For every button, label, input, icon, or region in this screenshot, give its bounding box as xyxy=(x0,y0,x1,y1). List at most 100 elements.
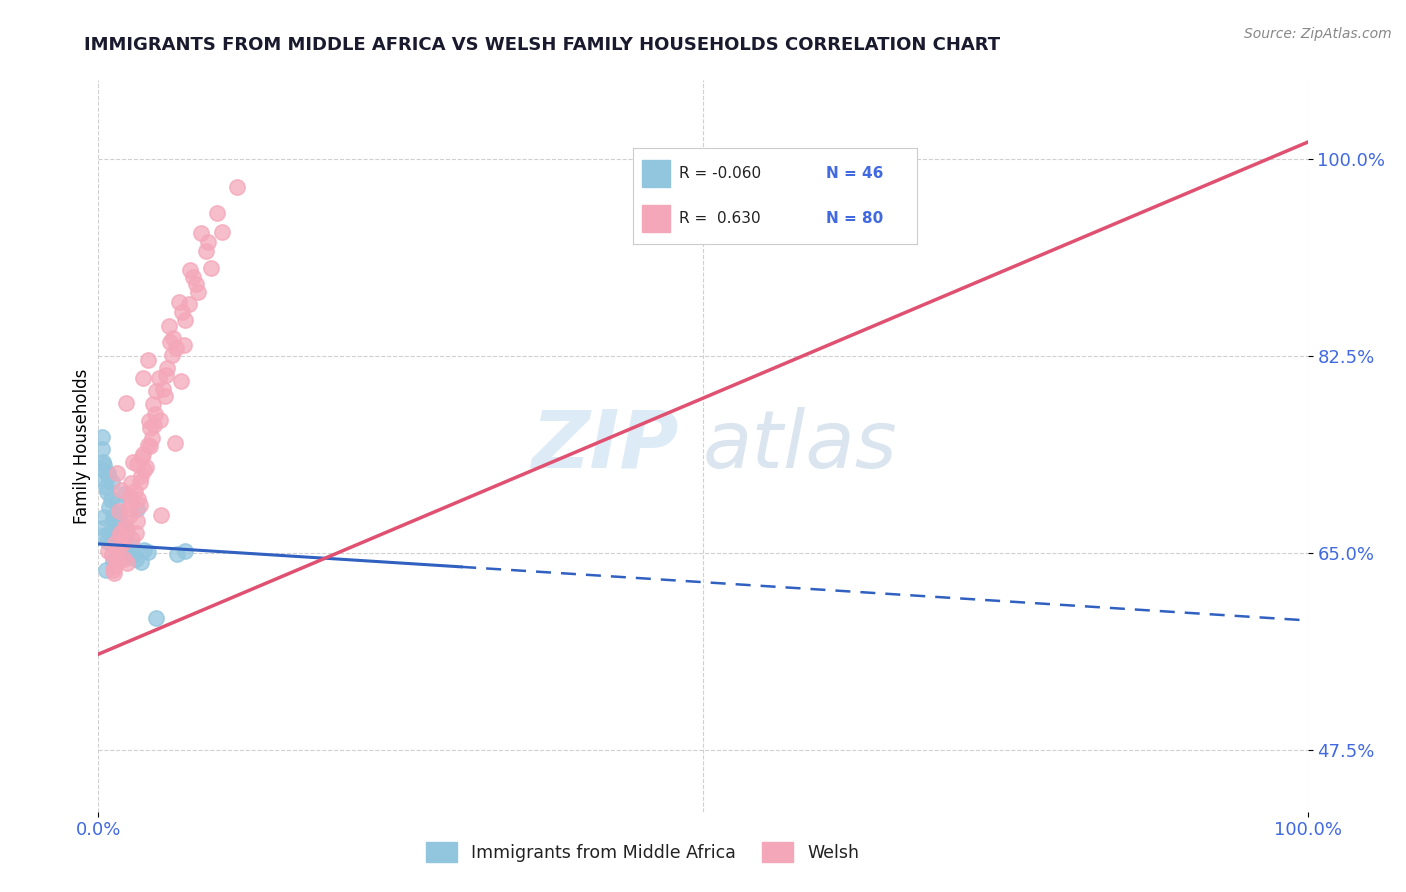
Point xyxy=(211,225,233,239)
Point xyxy=(118,489,141,503)
Point xyxy=(173,337,195,351)
Point xyxy=(104,519,127,533)
Point xyxy=(153,389,176,403)
Text: N = 46: N = 46 xyxy=(827,166,883,181)
Point xyxy=(107,542,129,557)
Point xyxy=(105,533,128,547)
Point xyxy=(91,521,114,535)
Text: ZIP: ZIP xyxy=(531,407,679,485)
Point xyxy=(142,397,165,411)
Point xyxy=(174,543,197,558)
Point xyxy=(107,515,129,529)
Y-axis label: Family Households: Family Households xyxy=(73,368,91,524)
Point xyxy=(134,462,156,476)
Point xyxy=(131,450,153,465)
Point xyxy=(105,554,128,568)
Point xyxy=(105,496,128,510)
Point xyxy=(118,502,141,516)
Point xyxy=(122,455,145,469)
Point xyxy=(195,244,218,259)
Point xyxy=(94,479,117,493)
Point xyxy=(114,519,136,533)
Point xyxy=(115,521,138,535)
Point xyxy=(145,384,167,398)
Point xyxy=(105,466,128,480)
Point xyxy=(97,543,120,558)
Point xyxy=(150,508,173,522)
Point xyxy=(108,507,131,521)
Point xyxy=(100,493,122,508)
Point xyxy=(103,566,125,581)
Point xyxy=(169,295,191,310)
Point xyxy=(110,538,132,552)
Text: Source: ZipAtlas.com: Source: ZipAtlas.com xyxy=(1244,27,1392,41)
Point xyxy=(100,475,122,489)
Point xyxy=(91,430,114,444)
Point xyxy=(110,483,132,497)
Point xyxy=(190,227,212,241)
Point xyxy=(108,529,131,543)
Point xyxy=(101,511,124,525)
Point xyxy=(136,545,159,559)
Point xyxy=(112,487,135,501)
Point xyxy=(117,524,139,539)
Point xyxy=(121,533,143,547)
Point xyxy=(97,469,120,483)
Point xyxy=(166,547,188,561)
Point xyxy=(138,414,160,428)
Point xyxy=(101,554,124,568)
Point xyxy=(122,548,145,562)
Point xyxy=(110,535,132,549)
Point xyxy=(132,447,155,461)
Point xyxy=(179,297,201,311)
Point xyxy=(174,313,197,327)
Point xyxy=(129,469,152,483)
Point xyxy=(101,563,124,577)
Point xyxy=(169,374,191,388)
Point xyxy=(111,533,134,548)
Point xyxy=(179,263,201,277)
Point xyxy=(139,439,162,453)
Point xyxy=(118,508,141,522)
Point xyxy=(145,611,167,625)
Text: R =  0.630: R = 0.630 xyxy=(679,211,761,226)
Point xyxy=(100,548,122,562)
Point xyxy=(93,458,115,472)
Point xyxy=(125,525,148,540)
Point xyxy=(111,517,134,532)
Point xyxy=(104,559,127,574)
Point xyxy=(93,509,115,524)
Text: atlas: atlas xyxy=(703,407,898,485)
Point xyxy=(128,475,150,489)
Point xyxy=(127,457,149,471)
Point xyxy=(103,508,125,523)
Point xyxy=(148,371,170,385)
Point xyxy=(162,331,184,345)
Point xyxy=(94,563,117,577)
Point xyxy=(165,341,187,355)
Point xyxy=(143,417,166,432)
Point xyxy=(108,525,131,540)
Point xyxy=(127,515,149,529)
Point xyxy=(187,285,209,299)
Point xyxy=(143,408,166,422)
Point xyxy=(108,504,131,518)
Bar xyxy=(643,205,671,232)
Point xyxy=(98,500,121,514)
Point xyxy=(91,455,114,469)
Point xyxy=(96,533,118,548)
Point xyxy=(200,261,222,276)
Point xyxy=(115,396,138,410)
Point xyxy=(163,435,186,450)
Point xyxy=(91,442,114,457)
Legend: Immigrants from Middle Africa, Welsh: Immigrants from Middle Africa, Welsh xyxy=(419,835,866,869)
Point xyxy=(159,335,181,350)
Point xyxy=(160,348,183,362)
Point xyxy=(127,491,149,506)
Point xyxy=(91,529,114,543)
Point xyxy=(90,461,112,475)
Point xyxy=(205,206,228,220)
Point xyxy=(129,555,152,569)
Point xyxy=(108,541,131,556)
Point xyxy=(127,502,149,516)
